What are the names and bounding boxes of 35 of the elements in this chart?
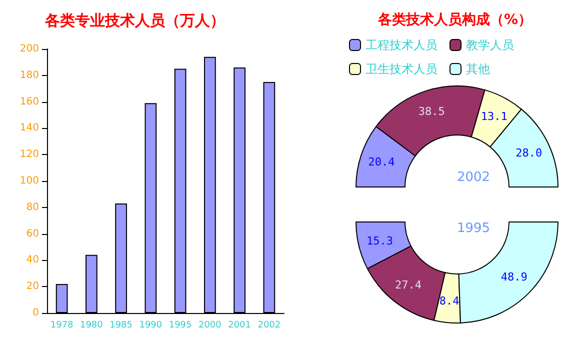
data-label: 20.4 — [368, 155, 396, 168]
y-tick-label: 0 — [32, 308, 39, 318]
x-tick-label: 1980 — [80, 320, 104, 330]
x-tick-label: 1978 — [50, 320, 74, 330]
data-label: 13.1 — [480, 110, 508, 124]
legend-label: 工程技术人员 — [366, 38, 438, 52]
data-label: 27.4 — [395, 278, 422, 292]
data-label: 28.0 — [516, 146, 542, 160]
chart-title: 各类专业技术人员（万人） — [44, 12, 225, 30]
legend-label: 教学人员 — [466, 38, 514, 52]
x-tick-label: 1985 — [110, 320, 133, 330]
data-label: 48.9 — [500, 270, 528, 284]
y-tick-label: 20 — [26, 281, 39, 292]
x-tick-label: 1995 — [168, 320, 192, 330]
chart-subtitle: 1995 — [456, 221, 490, 236]
y-tick-label: 80 — [26, 202, 39, 213]
x-tick-label: 2001 — [228, 320, 252, 330]
data-label: 38.5 — [418, 105, 445, 118]
y-tick-label: 60 — [26, 228, 39, 240]
y-tick-label: 200 — [20, 44, 39, 54]
y-tick-label: 140 — [20, 122, 39, 134]
data-label: 8.4 — [439, 294, 460, 308]
legend-label: 其他 — [466, 62, 490, 76]
y-tick-label: 160 — [20, 96, 39, 108]
x-tick-label: 1990 — [139, 320, 162, 330]
y-tick-label: 180 — [20, 70, 39, 81]
y-tick-label: 120 — [20, 149, 39, 160]
data-label: 15.3 — [366, 234, 394, 248]
legend-label: 卫生技术人员 — [366, 62, 438, 76]
text: 2002 — [456, 170, 490, 185]
x-tick-label: 2002 — [258, 320, 281, 330]
chart-title: 各类技术人员构成（%） — [376, 12, 532, 28]
x-tick-label: 2000 — [198, 320, 222, 330]
y-tick-label: 40 — [26, 254, 39, 266]
y-tick-label: 100 — [20, 176, 39, 186]
